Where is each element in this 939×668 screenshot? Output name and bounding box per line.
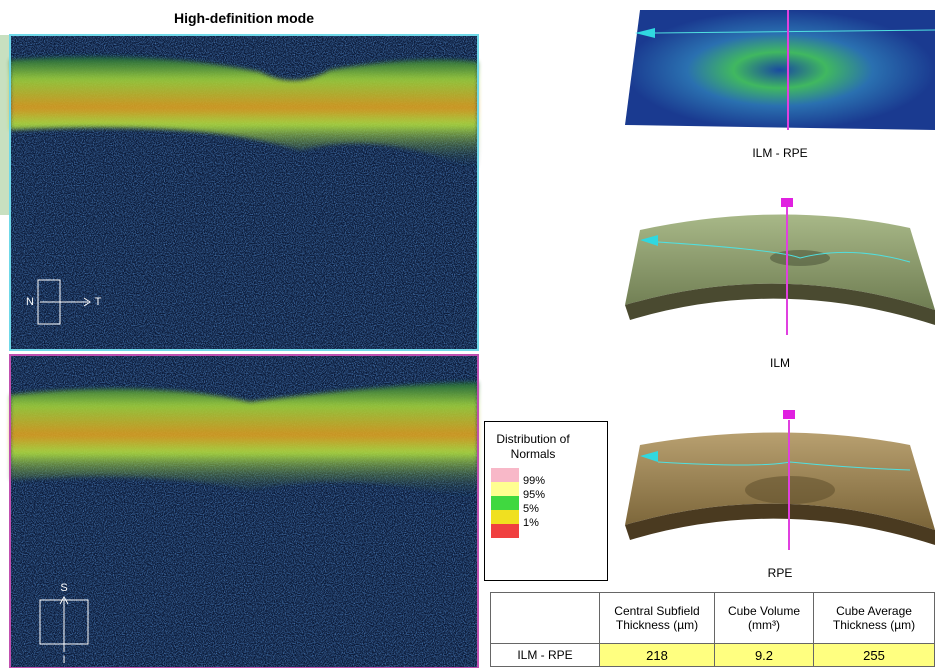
legend-level: 5% bbox=[523, 503, 539, 515]
map-label: ILM bbox=[730, 356, 830, 370]
orientation-label: S bbox=[60, 582, 67, 594]
row-label: ILM - RPE bbox=[491, 644, 600, 667]
legend-swatch bbox=[491, 524, 519, 538]
column-header: Cube Volume (mm³) bbox=[715, 593, 814, 644]
legend: Distribution of Normals 99% 95% 5% 1% bbox=[484, 421, 608, 581]
map-label: RPE bbox=[730, 566, 830, 580]
cell-value: 255 bbox=[814, 644, 935, 667]
page: N T S I High-definition mode ILM - bbox=[0, 0, 939, 668]
ilm-surface bbox=[625, 198, 935, 335]
legend-swatch bbox=[491, 510, 519, 524]
orientation-label: T bbox=[95, 296, 102, 308]
map-label: ILM - RPE bbox=[730, 146, 830, 160]
orientation-label: I bbox=[62, 654, 65, 666]
scan-top: N T bbox=[10, 35, 478, 350]
rpe-surface bbox=[625, 410, 935, 550]
legend-swatch bbox=[491, 468, 519, 482]
legend-level: 95% bbox=[523, 489, 545, 501]
orientation-label: N bbox=[26, 296, 34, 308]
legend-title: Distribution of Normals bbox=[493, 432, 573, 462]
page-title: High-definition mode bbox=[10, 10, 478, 26]
cell-value: 9.2 bbox=[715, 644, 814, 667]
table-corner bbox=[491, 593, 600, 644]
column-header: Central Subfield Thickness (µm) bbox=[600, 593, 715, 644]
legend-swatch bbox=[491, 482, 519, 496]
cell-value: 218 bbox=[600, 644, 715, 667]
legend-level: 99% bbox=[523, 475, 545, 487]
legend-level: 1% bbox=[523, 517, 539, 529]
thickness-map bbox=[625, 10, 935, 130]
column-header: Cube Average Thickness (µm) bbox=[814, 593, 935, 644]
summary-table: Central Subfield Thickness (µm) Cube Vol… bbox=[490, 592, 935, 667]
side-strip bbox=[0, 35, 10, 215]
scan-bottom: S I bbox=[10, 355, 478, 668]
legend-swatch bbox=[491, 496, 519, 510]
